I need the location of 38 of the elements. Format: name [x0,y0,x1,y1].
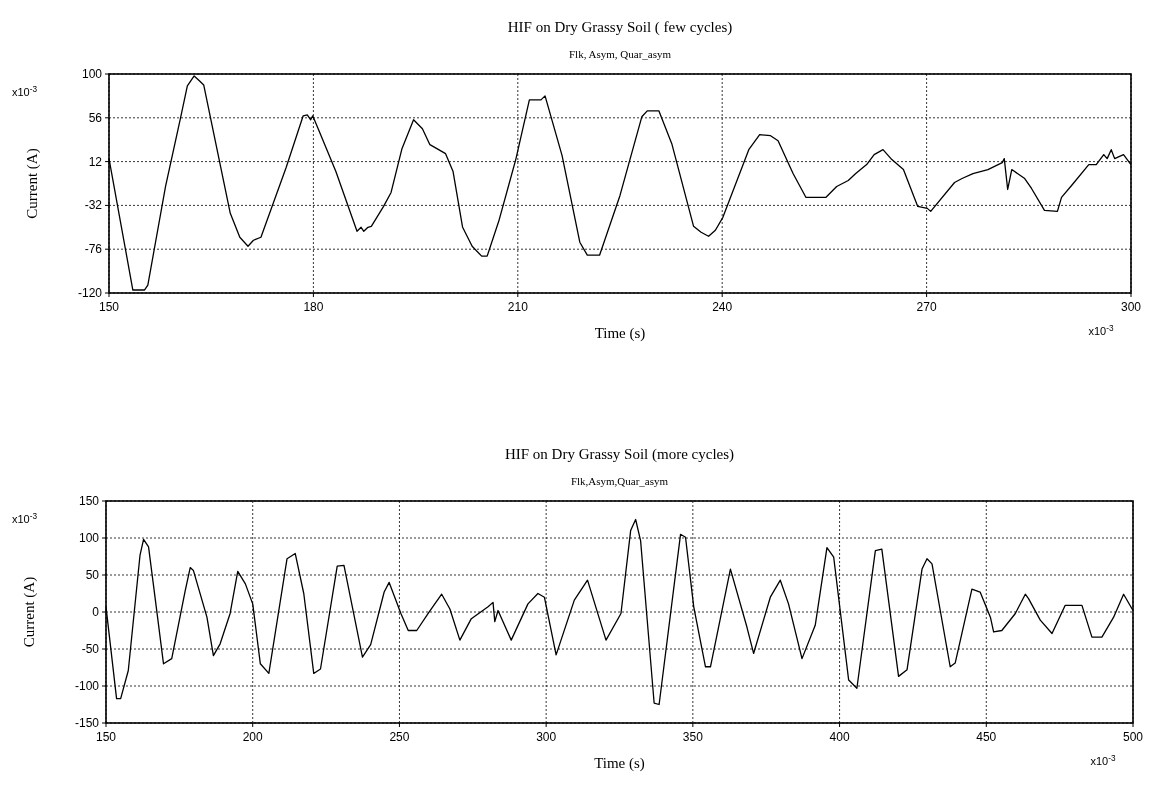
y-tick-label: 50 [85,568,100,582]
x-tick-label: 450 [976,730,997,744]
x-tick-label: 500 [1122,730,1144,744]
x-tick-label: 350 [682,730,704,744]
y-tick-label: 150 [78,494,100,508]
y-axis-title: Current (A) [24,148,41,219]
text: x10$^{-3}$ [1088,323,1114,337]
x-axis-title: Time (s) [594,755,645,772]
x-tick-label: 400 [829,730,850,744]
text: x10$^{-3}$ [12,84,38,98]
y-tick-label: -100 [74,679,100,693]
y-tick-label: -76 [84,242,103,257]
x-tick-label: 300 [536,730,557,744]
y-tick-label: 100 [81,67,103,81]
y-tick-label: 56 [88,110,103,125]
text: x10$^{-3}$ [1090,753,1116,767]
text: x10$^{-3}$ [12,511,38,525]
chart-subtitle: Flk,Asym,Quar_asym [570,475,669,487]
y-tick-label: -50 [81,642,100,656]
x-tick-label: 240 [712,300,733,314]
x-tick-label: 200 [242,730,264,744]
x-tick-label: 250 [389,730,410,744]
x-axis-title: Time (s) [594,325,646,342]
x-tick-label: 150 [98,300,120,314]
chart-title: HIF on Dry Grassy Soil (more cycles) [504,446,735,463]
y-tick-label: 100 [78,531,100,545]
y-tick-label: 12 [88,154,103,169]
y-tick-label: -150 [74,716,100,730]
chart-title: HIF on Dry Grassy Soil ( few cycles) [507,19,733,36]
x-tick-label: 180 [303,300,324,314]
y-tick-label: 0 [92,605,100,619]
x-tick-label: 210 [507,300,529,314]
chart-subtitle: Flk, Asym, Quar_asym [568,48,672,60]
x-tick-label: 270 [916,300,937,314]
y-tick-label: -120 [77,286,103,300]
y-tick-label: -32 [84,198,103,213]
x-tick-label: 300 [1120,300,1142,314]
y-axis-title: Current (A) [21,576,38,648]
